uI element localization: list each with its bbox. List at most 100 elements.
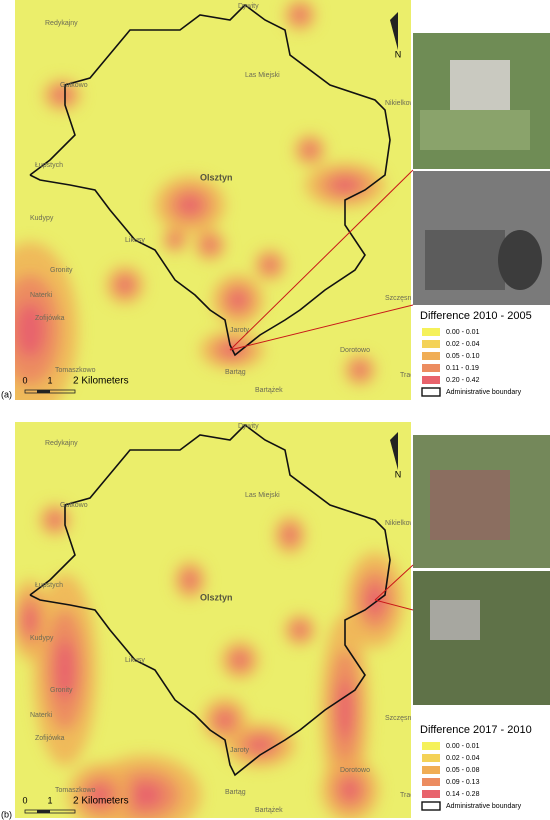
legend-swatch (422, 778, 440, 786)
north-arrow (390, 432, 398, 470)
legend-swatch (422, 790, 440, 798)
place-label: Redykajny (45, 440, 78, 447)
scale-label: 1 (47, 375, 52, 385)
legend-label: Administrative boundary (446, 803, 522, 810)
photos-a (413, 33, 550, 305)
place-label: Bartąg (225, 789, 246, 796)
hotspot-core (171, 236, 179, 244)
scale-label: 0 (22, 795, 27, 805)
hotspot-core (24, 607, 36, 633)
place-label: Bartążek (255, 387, 283, 394)
legend-label: 0.00 - 0.01 (446, 329, 480, 336)
callout-line (229, 304, 414, 351)
legend-swatch (422, 754, 440, 762)
admin-boundary (29, 423, 391, 777)
legend-swatch (422, 340, 440, 348)
hotspot-core (205, 240, 215, 250)
place-label: Kudypy (30, 635, 54, 642)
scale-bar-fill (37, 810, 50, 813)
place-label: Zofijówka (35, 735, 65, 742)
place-label: Łupstych (35, 582, 63, 589)
place-label: Redykajny (45, 20, 78, 27)
legend-swatch (422, 742, 440, 750)
hotspot-core (234, 654, 246, 666)
scale-bar-fill (37, 390, 50, 393)
place-label: Gronity (50, 687, 73, 694)
legend-swatch (422, 766, 440, 774)
legend-label: 0.09 - 0.13 (446, 779, 480, 786)
scale-label: 2 Kilometers (73, 376, 129, 387)
hotspot-core (341, 780, 359, 800)
place-label: Likusy (125, 237, 145, 244)
place-label: Dywity (238, 3, 259, 10)
place-label: Bartążek (255, 807, 283, 814)
heat (15, 0, 385, 400)
place-label: Naterki (30, 712, 53, 719)
hotspot-core (337, 680, 353, 740)
place-label: Las Miejski (245, 72, 280, 79)
legend-label: 0.00 - 0.01 (446, 743, 480, 750)
hotspot-core (90, 785, 110, 805)
scale-label: 1 (47, 795, 52, 805)
hotspot-core (15, 302, 45, 358)
callout-line (374, 564, 414, 601)
place-label: Kudypy (30, 215, 54, 222)
place-label: Zofijówka (35, 315, 65, 322)
legend-label: 0.11 - 0.19 (446, 365, 479, 372)
place-label: Dywity (238, 423, 259, 430)
hotspot-core (55, 640, 75, 700)
place-label: Track (400, 792, 418, 799)
hotspot-core (230, 292, 246, 308)
legend-title: Difference 2017 - 2010 (420, 724, 532, 736)
legend-label: 0.14 - 0.28 (446, 791, 480, 798)
hotspot-core (295, 10, 305, 20)
legend-label: 0.02 - 0.04 (446, 755, 480, 762)
legend-label: 0.05 - 0.10 (446, 353, 480, 360)
hotspot-core (127, 782, 163, 808)
place-label: Tomaszkowo (55, 367, 96, 374)
callout-line (229, 169, 414, 351)
place-label: Nikielkowo (385, 520, 419, 527)
hotspot-core (249, 738, 271, 752)
hotspot-core (295, 625, 305, 635)
legend-title: Difference 2010 - 2005 (420, 310, 532, 322)
hotspot-core (355, 365, 365, 375)
legend-label: 0.05 - 0.08 (446, 767, 480, 774)
legend-swatch (422, 352, 440, 360)
hotspot-core (305, 145, 315, 155)
place-label: Nikielkowo (385, 100, 419, 107)
place-label: Track (400, 372, 418, 379)
north-label: N (395, 49, 402, 59)
legend-boundary-swatch (421, 387, 441, 397)
place-label: Gutkowo (60, 82, 88, 89)
legend-label: Administrative boundary (446, 389, 522, 396)
hotspot-core (285, 529, 295, 541)
admin-boundary (29, 3, 391, 357)
map-panel: Olsztyn Dywity Redykajny Gutkowo Łupstych Kud… (15, 422, 419, 818)
scale-label: 2 Kilometers (73, 796, 129, 807)
hotspot-core (218, 713, 232, 727)
place-label: Jaroty (230, 327, 250, 334)
map-panel: Olsztyn Dywity Redykajny Gutkowo Łupstych Kud… (15, 0, 419, 400)
north-arrow (390, 12, 398, 50)
place-label: Olsztyn (200, 172, 233, 182)
place-label: Bartąg (225, 369, 246, 376)
legend-label: 0.20 - 0.42 (446, 377, 480, 384)
place-label: Likusy (125, 657, 145, 664)
scale-label: 0 (22, 375, 27, 385)
hotspot-core (119, 279, 131, 291)
place-label: Szczęsne (385, 715, 415, 722)
callout-line (374, 599, 414, 611)
hotspot-core (56, 90, 68, 100)
place-label: Gronity (50, 267, 73, 274)
place-label: Dorotowo (340, 347, 370, 354)
place-label: Gutkowo (60, 502, 88, 509)
legend-swatch (422, 364, 440, 372)
place-label: Dorotowo (340, 767, 370, 774)
place-label: Jaroty (230, 747, 250, 754)
hotspot-core (332, 178, 358, 192)
place-label: Łupstych (35, 162, 63, 169)
place-label: Olsztyn (200, 592, 233, 602)
place-label: Szczęsne (385, 295, 415, 302)
